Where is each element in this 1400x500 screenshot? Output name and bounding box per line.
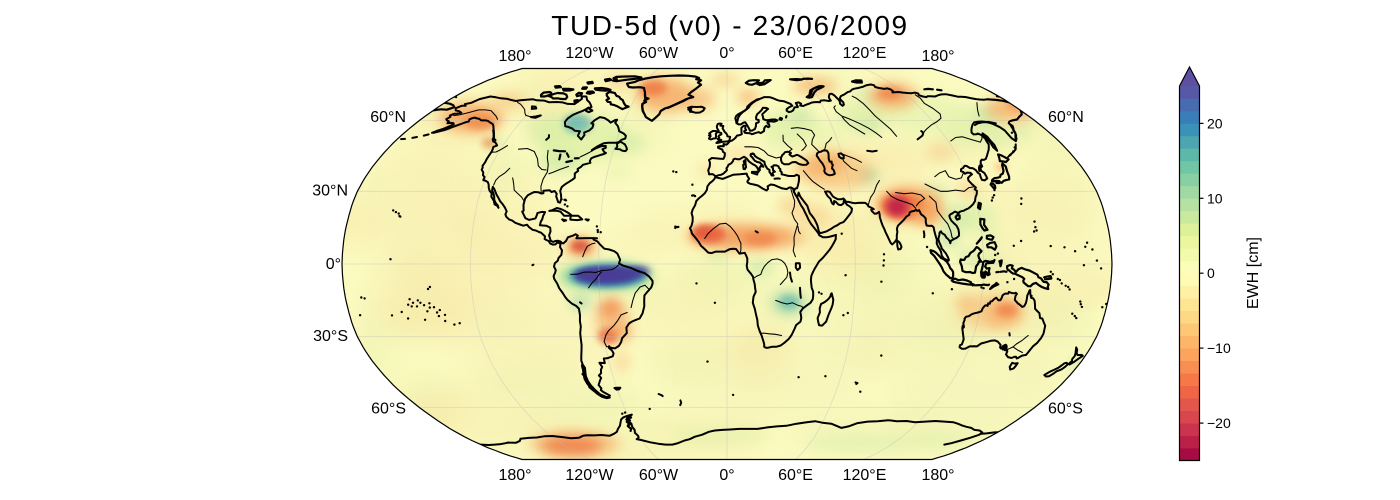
svg-text:120°W: 120°W xyxy=(565,467,614,484)
svg-text:0°: 0° xyxy=(326,256,341,273)
svg-text:120°E: 120°E xyxy=(843,467,887,484)
svg-text:180°: 180° xyxy=(498,48,531,65)
svg-text:60°W: 60°W xyxy=(639,467,679,484)
svg-text:120°E: 120°E xyxy=(843,45,887,62)
svg-text:0°: 0° xyxy=(719,45,734,62)
svg-text:180°: 180° xyxy=(921,48,954,65)
svg-text:0°: 0° xyxy=(719,467,734,484)
svg-text:−10: −10 xyxy=(1207,340,1231,356)
svg-text:20: 20 xyxy=(1207,115,1223,131)
svg-text:EWH [cm]: EWH [cm] xyxy=(1245,237,1262,309)
svg-text:60°N: 60°N xyxy=(1048,109,1084,126)
svg-text:−20: −20 xyxy=(1207,415,1231,431)
svg-text:60°N: 60°N xyxy=(370,109,406,126)
svg-text:60°S: 60°S xyxy=(1048,401,1083,418)
svg-text:60°S: 60°S xyxy=(371,401,406,418)
svg-text:120°W: 120°W xyxy=(565,45,614,62)
svg-text:180°: 180° xyxy=(498,467,531,484)
svg-text:30°N: 30°N xyxy=(312,183,348,200)
svg-text:60°E: 60°E xyxy=(778,467,813,484)
svg-text:10: 10 xyxy=(1207,190,1223,206)
svg-text:60°W: 60°W xyxy=(639,45,679,62)
svg-text:0: 0 xyxy=(1207,265,1215,281)
svg-text:60°E: 60°E xyxy=(778,45,813,62)
svg-text:180°: 180° xyxy=(921,467,954,484)
svg-text:TUD-5d (v0) - 23/06/2009: TUD-5d (v0) - 23/06/2009 xyxy=(551,10,908,41)
svg-text:30°S: 30°S xyxy=(313,328,348,345)
